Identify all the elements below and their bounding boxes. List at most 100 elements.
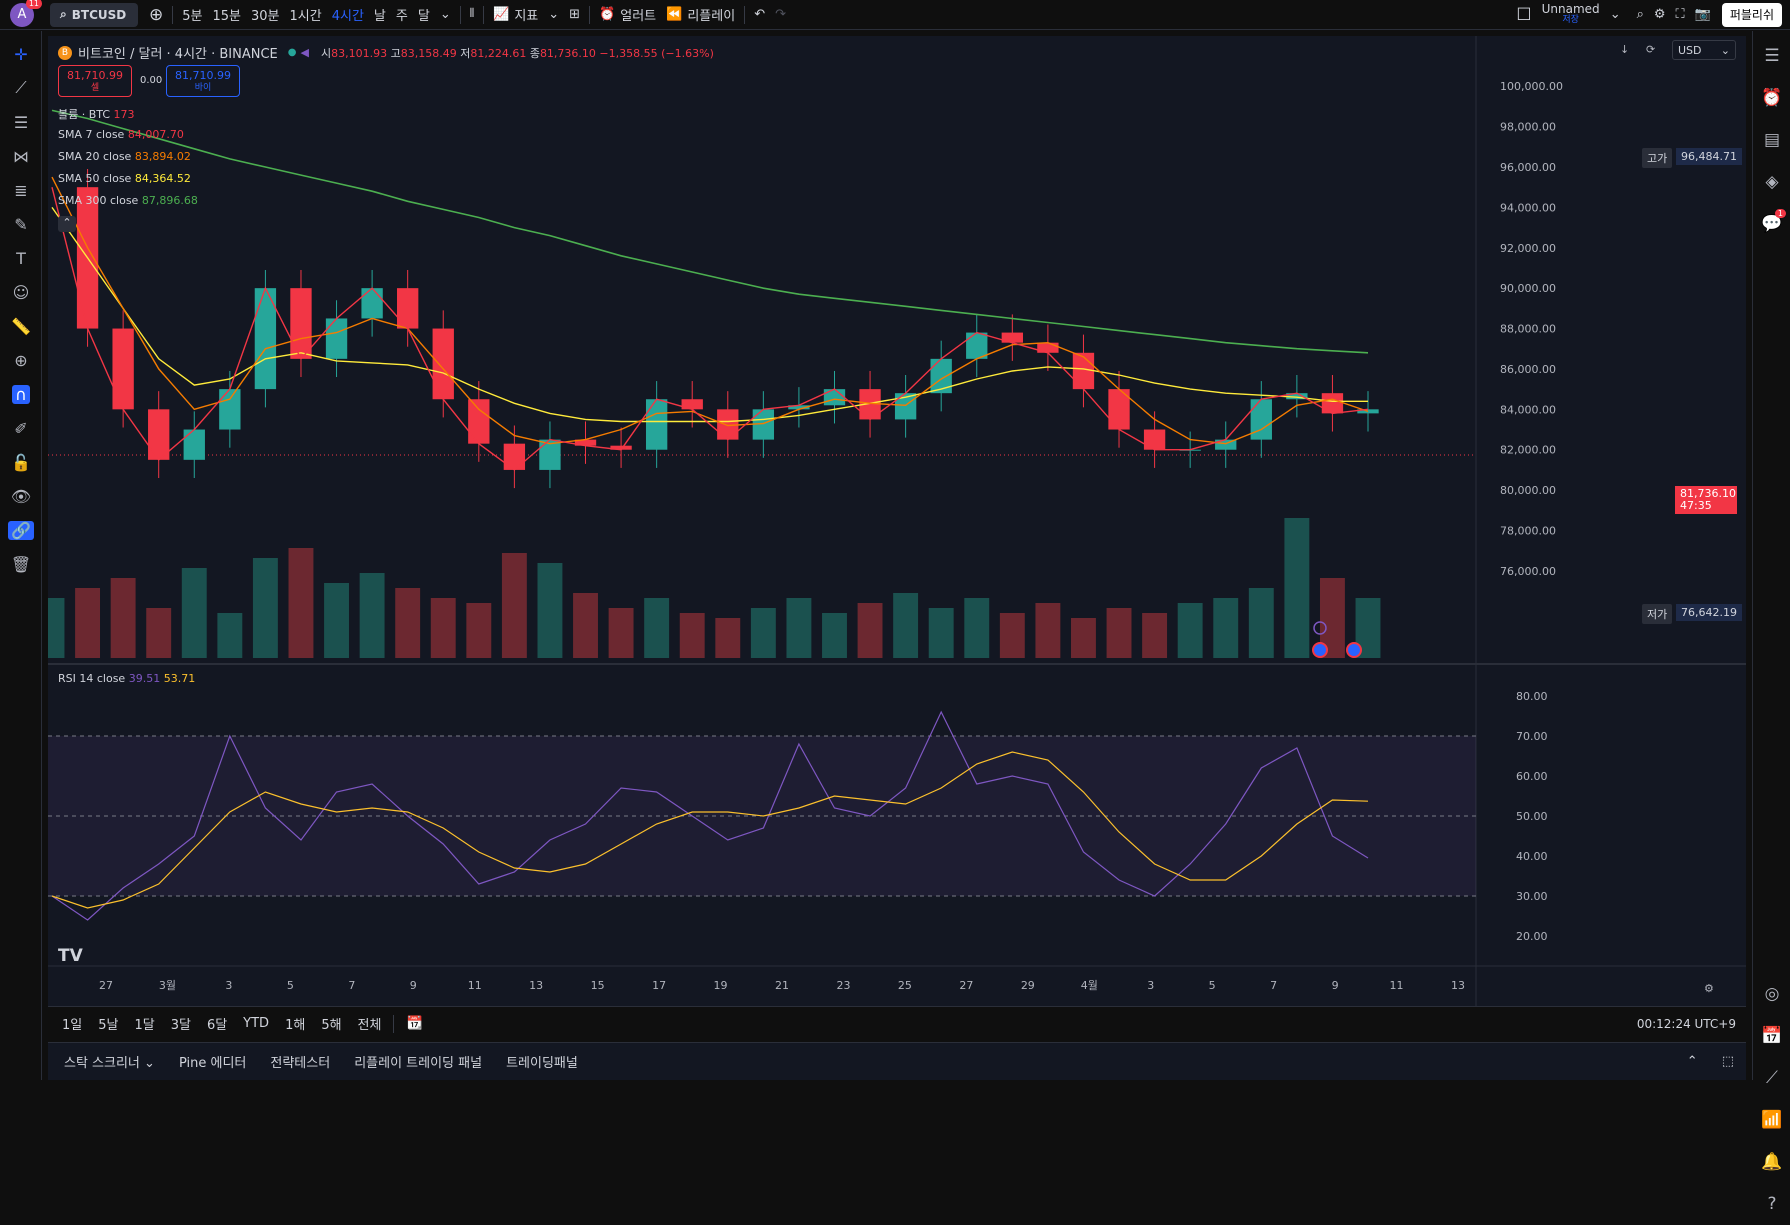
rsi-legend[interactable]: RSI 14 close 39.51 53.71 (58, 672, 196, 685)
timeframe-1d[interactable]: 날 (373, 9, 386, 24)
compare-symbol-button[interactable]: ⊕ (144, 0, 168, 30)
timeframe-5m[interactable]: 5분 (182, 9, 203, 24)
range-6m[interactable]: 6달 (206, 1018, 228, 1033)
indicators-button[interactable]: 📈 지표 (493, 7, 539, 24)
clock-icon: ⏰ (1761, 88, 1783, 108)
forecast-tool[interactable]: ≣ (0, 173, 42, 207)
streams-button[interactable]: 📶 (1753, 1099, 1790, 1141)
publish-button[interactable]: 퍼블리쉬 (1721, 2, 1782, 27)
sell-button[interactable]: 81,710.99 셀 (58, 65, 132, 97)
timeframe-dropdown[interactable]: ⌄ (435, 0, 456, 30)
alerts-panel-button[interactable]: ⏰ (1753, 77, 1790, 119)
timeframe-30m[interactable]: 30분 (251, 9, 280, 24)
stay-drawing-tool[interactable]: ✐ (0, 411, 42, 445)
alert-button[interactable]: ⏰ 얼러트 (599, 7, 657, 24)
replay-button[interactable]: ⏪ 리플레이 (666, 7, 736, 24)
buy-button[interactable]: 81,710.99 바이 (166, 65, 240, 97)
goto-date-button[interactable]: 📆 (398, 1016, 430, 1031)
fib-tool[interactable]: ☰ (0, 105, 42, 139)
chevron-down-icon: ⌄ (1720, 44, 1730, 57)
snapshot-button[interactable]: 📷 (1690, 0, 1716, 30)
currency-select[interactable]: USD ⌄ (1672, 40, 1736, 60)
trendline-icon: ⟋ (15, 78, 27, 97)
axis-settings-button[interactable]: ⚙ (1704, 982, 1714, 995)
undo-icon: ↶ (754, 7, 766, 22)
settings-button[interactable]: ⚙ (1649, 0, 1671, 30)
remove-drawings-tool[interactable]: 🗑 (0, 547, 42, 581)
refresh-button[interactable]: ⟳ (1646, 43, 1655, 56)
timeframe-15m[interactable]: 15분 (212, 9, 241, 24)
emoji-tool[interactable]: ☺ (0, 275, 42, 309)
sma300-legend[interactable]: SMA 300 close 87,896.68 (58, 194, 198, 207)
collapse-panel-button[interactable]: ⌃ (1675, 1054, 1710, 1069)
clock-timezone[interactable]: 00:12:24 UTC+9 (1636, 1016, 1736, 1031)
timeframe-1mo[interactable]: 달 (417, 9, 430, 24)
tab-replay-trading[interactable]: 리플레이 트레이딩 패널 (354, 1056, 483, 1071)
collapse-legend-button[interactable]: ⌃ (58, 216, 76, 232)
news-button[interactable]: ▤ (1753, 119, 1790, 161)
rewind-icon: ⏪ (666, 7, 683, 22)
divider (589, 5, 591, 24)
range-1d[interactable]: 1일 (62, 1018, 83, 1033)
range-3m[interactable]: 3달 (170, 1018, 191, 1033)
zoom-tool[interactable]: ⊕ (0, 343, 42, 377)
timeframe-4h[interactable]: 4시간 (331, 9, 364, 24)
tab-strategy-tester[interactable]: 전략테스터 (270, 1056, 331, 1071)
sma50-legend[interactable]: SMA 50 close 84,364.52 (58, 172, 191, 185)
range-5d[interactable]: 5날 (98, 1018, 119, 1033)
symbol-title[interactable]: 비트코인 / 달러 · 4시간 · BINANCE (78, 47, 278, 62)
crosshair-tool[interactable]: ✛ (0, 37, 42, 71)
tab-pine-editor[interactable]: Pine 에디터 (178, 1056, 247, 1071)
volume-legend[interactable]: 볼륨 · BTC 173 (58, 108, 135, 121)
sma7-legend[interactable]: SMA 7 close 84,007.70 (58, 128, 184, 141)
range-ytd[interactable]: YTD (243, 1016, 270, 1031)
layout-name-button[interactable]: Unnamed 저장 (1537, 0, 1605, 30)
rsi-tick-label: 20.00 (1516, 930, 1548, 943)
chart-canvas[interactable]: 100,000.00 98,000.00 96,000.00 94,000.00 92,… (48, 36, 1746, 1006)
layout-checkbox[interactable]: ☐ (1511, 0, 1536, 30)
help-button[interactable]: ? (1753, 1183, 1790, 1225)
range-1y[interactable]: 1해 (285, 1018, 306, 1033)
chart-pane[interactable]: 100,000.00 98,000.00 96,000.00 94,000.00 92,… (48, 36, 1746, 1006)
layout-dropdown[interactable]: ⌄ (1605, 0, 1626, 30)
rsi-tick-label: 80.00 (1516, 690, 1548, 703)
drawing-toolbar: ✛ ⟋ ☰ ⋈ ≣ ✎ T ☺ 📏 ⊕ ∩ ✐ 🔓 👁 🔗 🗑 (0, 31, 42, 1080)
text-tool[interactable]: T (0, 241, 42, 275)
user-avatar[interactable]: A 11 (10, 0, 42, 27)
range-all[interactable]: 전체 (357, 1018, 382, 1033)
indicators-dropdown[interactable]: ⌄ (543, 0, 564, 30)
maximize-panel-button[interactable]: ⬚ (1710, 1054, 1746, 1069)
sync-drawings-tool[interactable]: 🔗 (0, 513, 42, 547)
scroll-down-button[interactable]: ↓ (1620, 43, 1629, 56)
sma20-legend[interactable]: SMA 20 close 83,894.02 (58, 150, 191, 163)
magnet-tool[interactable]: ∩ (0, 377, 42, 411)
timeframe-1h[interactable]: 1시간 (289, 9, 322, 24)
watchlist-button[interactable]: ☰ (1753, 35, 1790, 77)
trendline-tool[interactable]: ⟋ (0, 71, 42, 105)
hotlist-button[interactable]: ◎ (1753, 973, 1790, 1015)
range-5y[interactable]: 5해 (321, 1018, 342, 1033)
lock-drawings-tool[interactable]: 🔓 (0, 445, 42, 479)
symbol-search-button[interactable]: ⌕ BTCUSD (50, 2, 138, 27)
chart-type-button[interactable]: 𝍪 (465, 0, 479, 30)
templates-button[interactable]: ⊞ (564, 0, 585, 30)
range-1m[interactable]: 1달 (134, 1018, 155, 1033)
time-tick-label: 27 (99, 979, 113, 992)
layers-button[interactable]: ◈ (1753, 161, 1790, 203)
undo-button[interactable]: ↶ (749, 0, 770, 30)
quick-search-button[interactable]: ⌕ (1632, 0, 1649, 30)
fullscreen-button[interactable]: ⛶ (1671, 0, 1690, 30)
high-label: 고가 (1642, 148, 1673, 168)
brush-tool[interactable]: ✎ (0, 207, 42, 241)
pattern-tool[interactable]: ⋈ (0, 139, 42, 173)
tab-trading-panel[interactable]: 트레이딩패널 (506, 1056, 578, 1071)
tab-stock-screener[interactable]: 스탁 스크리너 ⌄ (64, 1056, 155, 1071)
notifications-button[interactable]: 🔔 (1753, 1141, 1790, 1183)
chat-button[interactable]: 💬 1 (1753, 203, 1790, 245)
redo-button[interactable]: ↷ (770, 0, 791, 30)
ruler-tool[interactable]: 📏 (0, 309, 42, 343)
hide-drawings-tool[interactable]: 👁 (0, 479, 42, 513)
timeframe-1w[interactable]: 주 (395, 9, 408, 24)
pine-button[interactable]: ⟋ (1753, 1057, 1790, 1099)
calendar-button[interactable]: 📅 (1753, 1015, 1790, 1057)
